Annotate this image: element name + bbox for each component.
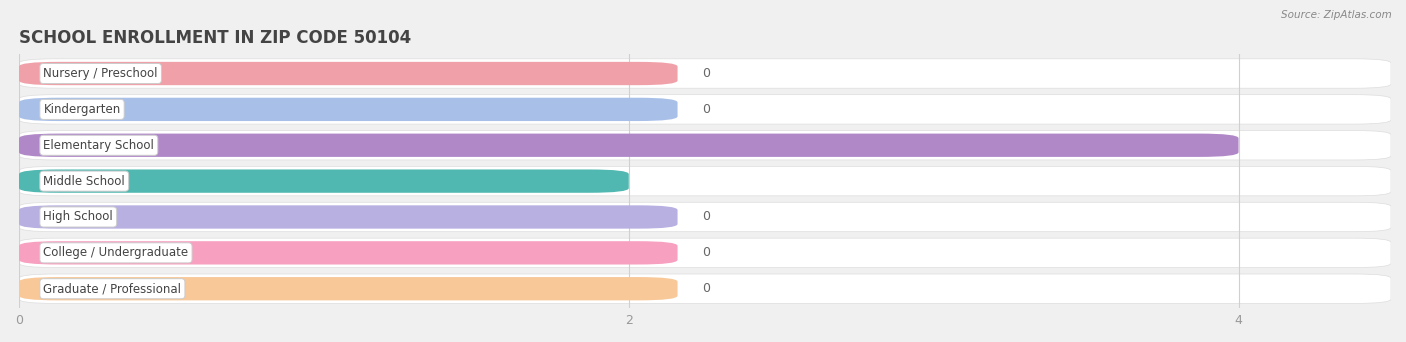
Text: 0: 0 [702,282,710,295]
Text: Graduate / Professional: Graduate / Professional [44,282,181,295]
FancyBboxPatch shape [20,274,1391,303]
Text: 0: 0 [702,103,710,116]
FancyBboxPatch shape [20,59,1391,88]
FancyBboxPatch shape [20,95,1391,124]
Text: Kindergarten: Kindergarten [44,103,121,116]
FancyBboxPatch shape [20,205,678,229]
Text: Source: ZipAtlas.com: Source: ZipAtlas.com [1281,10,1392,20]
Text: 0: 0 [702,210,710,223]
FancyBboxPatch shape [20,98,678,121]
FancyBboxPatch shape [20,134,1239,157]
Text: High School: High School [44,210,112,223]
Text: Elementary School: Elementary School [44,139,155,152]
FancyBboxPatch shape [20,131,1391,160]
Text: 0: 0 [702,246,710,259]
FancyBboxPatch shape [20,277,678,300]
FancyBboxPatch shape [20,202,1391,232]
Text: 2: 2 [1346,175,1354,188]
Text: College / Undergraduate: College / Undergraduate [44,246,188,259]
Text: Middle School: Middle School [44,175,125,188]
Text: 4: 4 [1346,139,1354,152]
Text: 0: 0 [702,67,710,80]
FancyBboxPatch shape [20,241,678,264]
FancyBboxPatch shape [20,167,1391,196]
FancyBboxPatch shape [20,170,628,193]
Text: SCHOOL ENROLLMENT IN ZIP CODE 50104: SCHOOL ENROLLMENT IN ZIP CODE 50104 [20,29,411,47]
FancyBboxPatch shape [20,62,678,85]
FancyBboxPatch shape [20,238,1391,267]
Text: Nursery / Preschool: Nursery / Preschool [44,67,157,80]
